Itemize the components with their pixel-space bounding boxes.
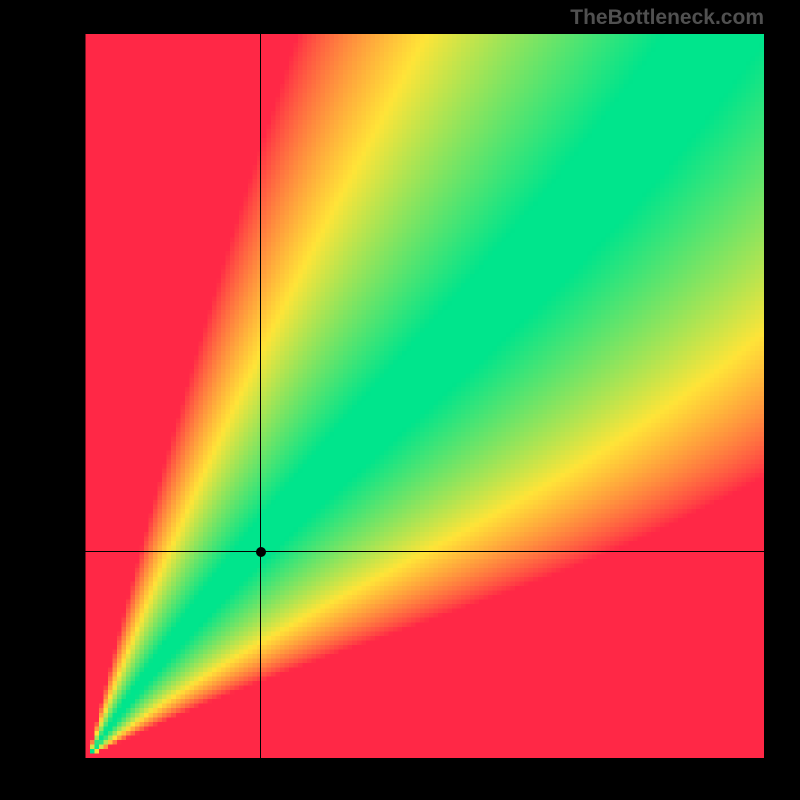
heatmap-plot [40,34,764,758]
crosshair-marker [256,547,266,557]
heatmap-canvas [40,34,764,758]
attribution-text: TheBottleneck.com [570,6,764,30]
crosshair-horizontal [40,551,764,552]
crosshair-vertical [260,34,261,758]
